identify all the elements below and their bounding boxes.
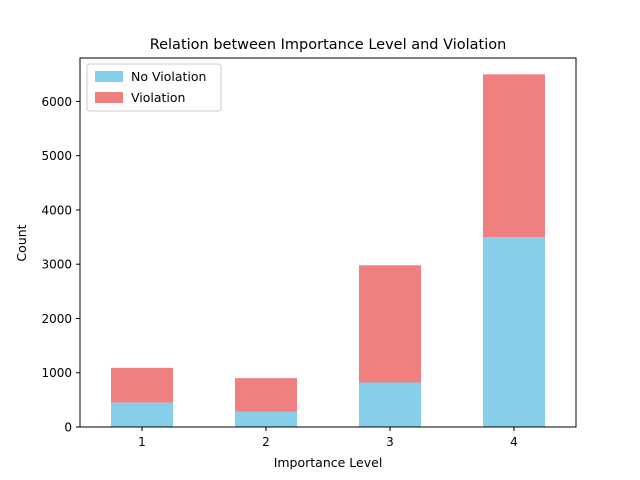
- y-tick-label-6000: 6000: [41, 95, 72, 109]
- y-tick-label-3000: 3000: [41, 258, 72, 272]
- bar-no-violation-3: [359, 382, 421, 427]
- x-tick-label-3: 3: [386, 435, 394, 449]
- bar-violation-1: [111, 367, 173, 403]
- legend-swatch-violation: [95, 92, 123, 103]
- x-tick-label-1: 1: [138, 435, 146, 449]
- bar-violation-3: [359, 265, 421, 383]
- x-tick-label-4: 4: [510, 435, 518, 449]
- bar-violation-4: [483, 74, 545, 238]
- plot-area: 1 2 3 4 0 1000 2000 3000 4000 5000 6000: [41, 57, 577, 449]
- y-tick-label-2000: 2000: [41, 312, 72, 326]
- bar-no-violation-2: [235, 411, 297, 427]
- legend-swatch-no-violation: [95, 71, 123, 82]
- plot-frame: [79, 57, 577, 428]
- y-tick-label-4000: 4000: [41, 203, 72, 217]
- y-tick-label-0: 0: [64, 421, 72, 435]
- y-tick-label-1000: 1000: [41, 366, 72, 380]
- bar-no-violation-1: [111, 402, 173, 427]
- legend-label-no-violation: No Violation: [131, 69, 206, 84]
- bar-no-violation-4: [483, 237, 545, 427]
- bar-violation-2: [235, 378, 297, 412]
- x-axis-label: Importance Level: [274, 455, 383, 470]
- y-axis-label: Count: [14, 224, 29, 261]
- y-tick-label-5000: 5000: [41, 149, 72, 163]
- legend: No Violation Violation: [86, 63, 222, 112]
- legend-label-violation: Violation: [131, 90, 185, 105]
- chart-title: Relation between Importance Level and Vi…: [150, 37, 507, 53]
- x-tick-label-2: 2: [262, 435, 270, 449]
